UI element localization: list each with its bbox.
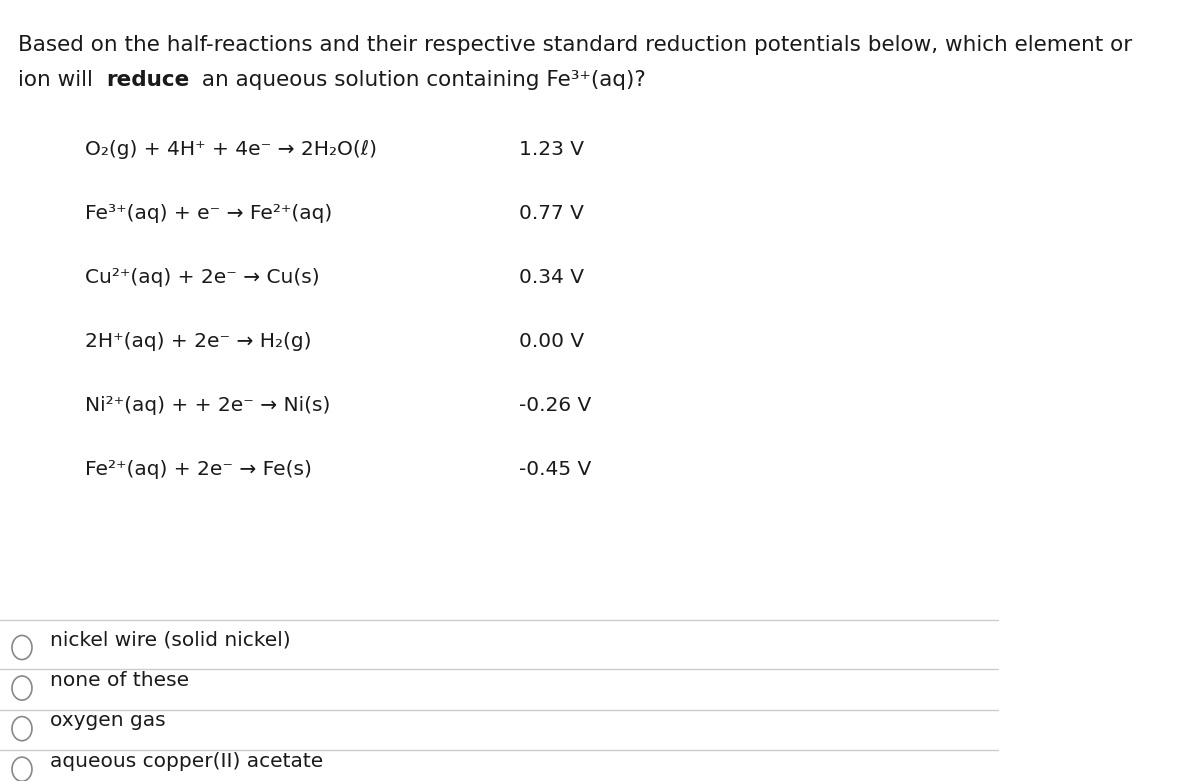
Text: 0.00 V: 0.00 V [520,333,584,351]
Text: 1.23 V: 1.23 V [520,141,584,159]
Text: Based on the half-reactions and their respective standard reduction potentials b: Based on the half-reactions and their re… [18,35,1133,55]
Text: Ni²⁺(aq) + + 2e⁻ → Ni(s): Ni²⁺(aq) + + 2e⁻ → Ni(s) [85,396,330,415]
Text: O₂(g) + 4H⁺ + 4e⁻ → 2H₂O(ℓ): O₂(g) + 4H⁺ + 4e⁻ → 2H₂O(ℓ) [85,141,377,159]
Text: 0.34 V: 0.34 V [520,269,584,287]
Text: reduce: reduce [106,70,190,91]
Text: none of these: none of these [50,671,190,690]
Text: 0.77 V: 0.77 V [520,205,584,223]
Text: oxygen gas: oxygen gas [50,711,166,730]
Text: ion will: ion will [18,70,100,91]
Text: Cu²⁺(aq) + 2e⁻ → Cu(s): Cu²⁺(aq) + 2e⁻ → Cu(s) [85,269,319,287]
Text: -0.26 V: -0.26 V [520,396,592,415]
Text: an aqueous solution containing Fe³⁺(aq)?: an aqueous solution containing Fe³⁺(aq)? [196,70,646,91]
Text: Fe²⁺(aq) + 2e⁻ → Fe(s): Fe²⁺(aq) + 2e⁻ → Fe(s) [85,460,312,480]
Text: nickel wire (solid nickel): nickel wire (solid nickel) [50,630,290,649]
Text: Fe³⁺(aq) + e⁻ → Fe²⁺(aq): Fe³⁺(aq) + e⁻ → Fe²⁺(aq) [85,205,332,223]
Text: aqueous copper(II) acetate: aqueous copper(II) acetate [50,752,323,771]
Text: -0.45 V: -0.45 V [520,460,592,480]
Text: 2H⁺(aq) + 2e⁻ → H₂(g): 2H⁺(aq) + 2e⁻ → H₂(g) [85,333,312,351]
